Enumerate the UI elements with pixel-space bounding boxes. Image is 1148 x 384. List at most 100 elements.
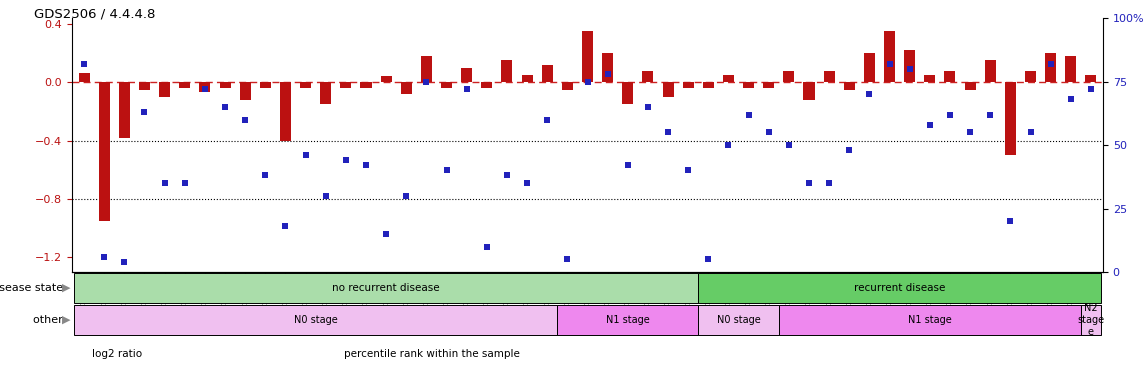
- Bar: [783, 71, 794, 82]
- Point: [699, 256, 718, 262]
- Point: [155, 180, 173, 186]
- Bar: [259, 82, 271, 88]
- Point: [800, 180, 819, 186]
- Text: GDS2506 / 4.4.4.8: GDS2506 / 4.4.4.8: [34, 7, 156, 20]
- Bar: [521, 75, 533, 82]
- Bar: [200, 82, 210, 93]
- Text: percentile rank within the sample: percentile rank within the sample: [344, 349, 520, 359]
- Point: [135, 109, 154, 115]
- Point: [921, 122, 939, 128]
- Point: [779, 142, 798, 148]
- Bar: [502, 60, 512, 82]
- Bar: [340, 82, 351, 88]
- Bar: [1025, 71, 1035, 82]
- Point: [195, 86, 214, 92]
- Bar: [723, 75, 734, 82]
- Text: other: other: [33, 315, 67, 325]
- Bar: [280, 82, 290, 141]
- Bar: [778, 305, 1081, 335]
- Point: [1081, 86, 1100, 92]
- Point: [1062, 96, 1080, 103]
- Bar: [622, 82, 634, 104]
- Point: [900, 66, 918, 72]
- Point: [75, 61, 93, 67]
- Bar: [381, 76, 391, 82]
- Point: [498, 172, 517, 179]
- Bar: [78, 73, 90, 82]
- Point: [478, 243, 496, 250]
- Bar: [945, 71, 955, 82]
- Bar: [320, 82, 332, 104]
- Point: [417, 78, 435, 84]
- Bar: [804, 82, 815, 100]
- Point: [760, 129, 778, 136]
- Text: N2
stage
e: N2 stage e: [1077, 303, 1104, 337]
- Point: [558, 256, 576, 262]
- Bar: [884, 31, 895, 82]
- Bar: [481, 82, 492, 88]
- Bar: [823, 71, 835, 82]
- Bar: [139, 82, 150, 89]
- Point: [619, 162, 637, 169]
- Bar: [763, 82, 774, 88]
- Text: no recurrent disease: no recurrent disease: [332, 283, 440, 293]
- Point: [216, 104, 234, 110]
- Bar: [662, 82, 674, 97]
- Point: [115, 259, 133, 265]
- Text: log2 ratio: log2 ratio: [92, 349, 141, 359]
- Bar: [698, 273, 1101, 303]
- Point: [739, 111, 758, 118]
- Bar: [401, 82, 412, 94]
- Bar: [844, 82, 855, 89]
- Bar: [905, 50, 915, 82]
- Point: [659, 129, 677, 136]
- Text: N1 stage: N1 stage: [908, 315, 952, 325]
- Bar: [683, 82, 693, 88]
- Bar: [864, 53, 875, 82]
- Point: [397, 193, 416, 199]
- Point: [518, 180, 536, 186]
- Point: [820, 180, 838, 186]
- Bar: [360, 82, 372, 88]
- Bar: [1045, 53, 1056, 82]
- Point: [377, 231, 395, 237]
- Point: [317, 193, 335, 199]
- Bar: [219, 82, 231, 88]
- Bar: [461, 68, 472, 82]
- Point: [236, 116, 255, 122]
- Bar: [1004, 82, 1016, 155]
- Point: [598, 71, 616, 77]
- Point: [176, 180, 194, 186]
- Bar: [643, 71, 653, 82]
- Text: recurrent disease: recurrent disease: [854, 283, 945, 293]
- Point: [538, 116, 557, 122]
- Text: N0 stage: N0 stage: [716, 315, 760, 325]
- Point: [1041, 61, 1060, 67]
- Bar: [602, 53, 613, 82]
- Bar: [240, 82, 250, 100]
- Text: N0 stage: N0 stage: [294, 315, 338, 325]
- Point: [336, 157, 355, 163]
- Point: [296, 152, 315, 158]
- Bar: [582, 31, 594, 82]
- Bar: [703, 82, 714, 88]
- Point: [720, 142, 738, 148]
- Point: [860, 91, 878, 97]
- Text: ▶: ▶: [62, 315, 71, 325]
- Point: [277, 223, 295, 229]
- Bar: [557, 305, 698, 335]
- Point: [95, 254, 114, 260]
- Text: ▶: ▶: [62, 283, 71, 293]
- Point: [437, 167, 456, 174]
- Bar: [985, 60, 995, 82]
- Point: [1022, 129, 1040, 136]
- Point: [1001, 218, 1019, 224]
- Bar: [99, 82, 110, 221]
- Bar: [1081, 305, 1101, 335]
- Bar: [421, 56, 432, 82]
- Bar: [160, 82, 170, 97]
- Bar: [743, 82, 754, 88]
- Point: [357, 162, 375, 169]
- Bar: [118, 82, 130, 138]
- Bar: [179, 82, 191, 88]
